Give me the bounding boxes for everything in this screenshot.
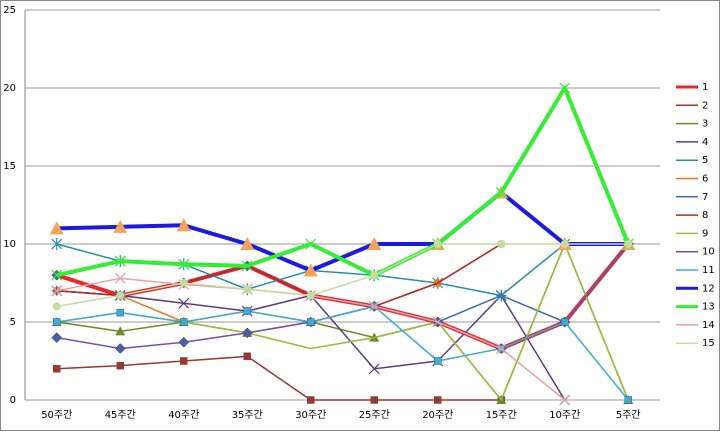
legend-label: 13 [702,302,715,313]
marker [495,187,507,198]
marker [51,285,63,297]
x-tick-label: 15주간 [486,409,517,421]
marker [243,285,252,294]
y-tick-label: 10 [3,239,16,250]
series-line [56,243,629,308]
legend-label: 7 [702,192,708,203]
x-tick-label: 20주간 [422,409,453,421]
marker [368,363,380,375]
legend-label: 10 [702,247,715,258]
y-tick-label: 15 [3,161,16,172]
marker [176,218,191,232]
marker [367,237,382,250]
legend-label: 11 [702,265,715,276]
y-tick-label: 5 [10,317,16,328]
marker [180,357,188,365]
marker [306,291,315,300]
marker [116,361,124,370]
marker [307,396,315,404]
marker [115,326,126,336]
legend-label: 15 [702,338,715,349]
marker [496,290,507,301]
marker [116,291,125,300]
marker [178,258,190,270]
marker [113,219,128,233]
marker [49,221,64,235]
series-line [56,355,502,401]
series-line [56,86,631,278]
marker [497,240,506,248]
x-tick-label: 45주간 [105,409,136,421]
marker [561,318,569,326]
marker [116,308,124,317]
legend-label: 1 [702,82,708,93]
legend-label: 6 [702,174,708,185]
marker [53,318,61,326]
marker [559,394,571,406]
marker [307,318,315,326]
marker [241,260,253,272]
legend-label: 2 [702,100,708,111]
legend-label: 14 [702,320,715,331]
marker [51,238,63,250]
marker [370,396,378,404]
marker [51,269,63,281]
legend-label: 12 [702,283,715,294]
marker [114,255,126,267]
x-tick-label: 40주간 [168,409,199,421]
marker [114,343,126,354]
legend-label: 5 [702,155,708,166]
series-line [56,190,629,273]
x-tick-label: 25주간 [359,409,390,421]
legend-label: 3 [702,119,708,130]
marker [370,271,379,280]
marker [241,327,253,339]
marker [624,240,633,248]
marker [180,318,188,326]
marker [434,396,442,404]
marker [51,332,63,343]
y-tick-label: 25 [3,5,16,16]
marker [178,336,190,348]
series-line [56,305,629,401]
marker [433,240,442,248]
marker [368,300,380,312]
x-tick-label: 50주간 [41,409,72,421]
marker [495,343,507,354]
y-tick-label: 20 [3,83,16,94]
marker [52,302,61,311]
marker [303,263,318,277]
legend-label: 4 [702,137,708,148]
marker [624,396,632,404]
marker [559,82,571,94]
x-tick-label: 30주간 [295,409,326,421]
marker [114,272,126,284]
marker [243,307,251,315]
y-tick-label: 0 [10,395,16,406]
x-tick-label: 35주간 [232,409,263,421]
legend-label: 9 [702,228,708,239]
marker [305,238,317,250]
marker [178,297,190,309]
marker [243,352,251,361]
x-tick-label: 10주간 [549,409,580,421]
marker [53,365,61,373]
legend-label: 8 [702,210,708,221]
marker [434,357,442,365]
x-tick-label: 5주간 [616,409,641,421]
marker [432,316,444,328]
marker [240,237,255,250]
marker [179,279,188,287]
marker [560,240,569,248]
